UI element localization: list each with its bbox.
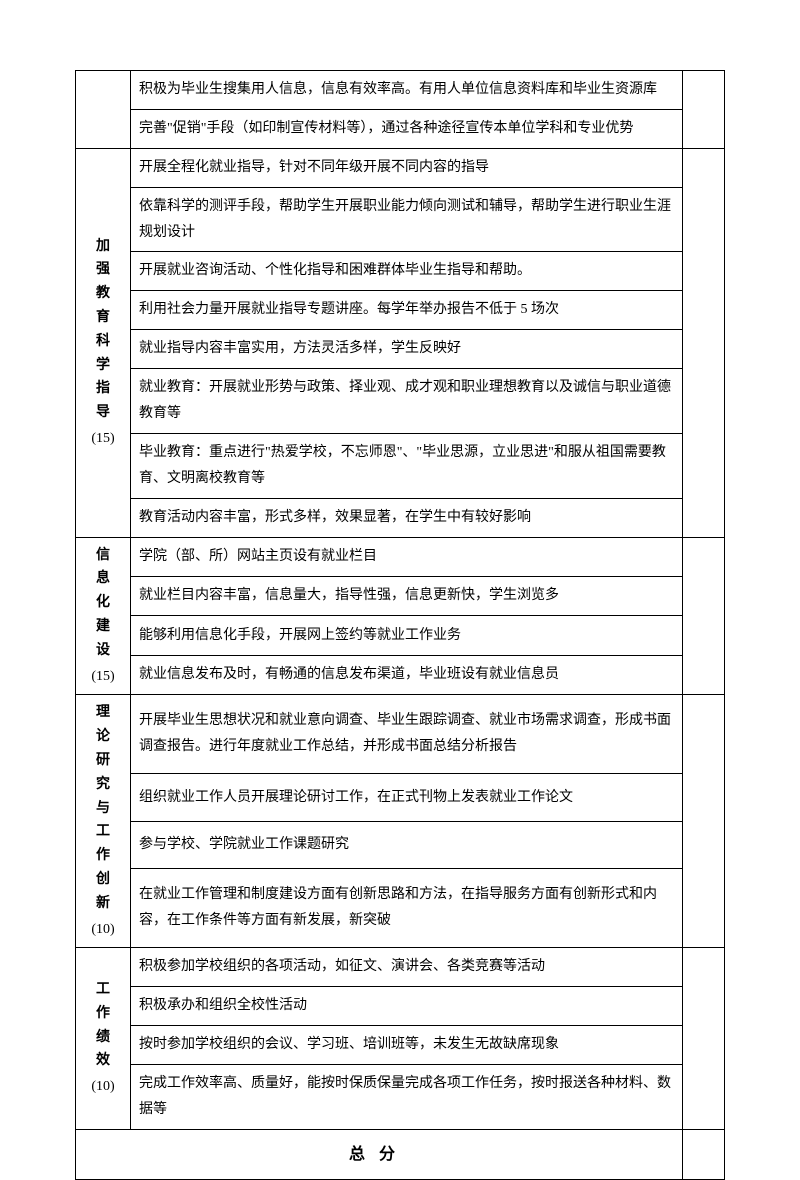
table-row: 完善"促销"手段（如印制宣传材料等），通过各种途径宣传本单位学科和专业优势 (76, 109, 725, 148)
total-score-cell (683, 1129, 725, 1180)
table-row: 依靠科学的测评手段，帮助学生开展职业能力倾向测试和辅导，帮助学生进行职业生涯规划… (76, 187, 725, 252)
content-cell: 就业教育：开展就业形势与政策、择业观、成才观和职业理想教育以及诚信与职业道德教育… (131, 369, 683, 434)
table-row: 就业栏目内容丰富，信息量大，指导性强，信息更新快，学生浏览多 (76, 577, 725, 616)
score-cell (683, 537, 725, 695)
category-label: 加 强 教 育 科 学 指 导 (15) (80, 235, 126, 451)
content-cell: 参与学校、学院就业工作课题研究 (131, 821, 683, 868)
content-cell: 开展就业咨询活动、个性化指导和困难群体毕业生指导和帮助。 (131, 252, 683, 291)
content-cell: 组织就业工作人员开展理论研讨工作，在正式刊物上发表就业工作论文 (131, 774, 683, 821)
table-row: 开展就业咨询活动、个性化指导和困难群体毕业生指导和帮助。 (76, 252, 725, 291)
table-row: 就业教育：开展就业形势与政策、择业观、成才观和职业理想教育以及诚信与职业道德教育… (76, 369, 725, 434)
table-row: 教育活动内容丰富，形式多样，效果显著，在学生中有较好影响 (76, 498, 725, 537)
content-cell: 就业信息发布及时，有畅通的信息发布渠道，毕业班设有就业信息员 (131, 655, 683, 694)
category-label: 工 作 绩 效 (10) (80, 978, 126, 1099)
content-cell: 积极承办和组织全校性活动 (131, 987, 683, 1026)
table-row: 按时参加学校组织的会议、学习班、培训班等，未发生无故缺席现象 (76, 1026, 725, 1065)
content-cell: 就业指导内容丰富实用，方法灵活多样，学生反映好 (131, 330, 683, 369)
table-row: 信 息 化 建 设 (15) 学院（部、所）网站主页设有就业栏目 (76, 537, 725, 576)
category-label: 信 息 化 建 设 (15) (80, 544, 126, 689)
content-cell: 积极参加学校组织的各项活动，如征文、演讲会、各类竞赛等活动 (131, 948, 683, 987)
table-row: 就业信息发布及时，有畅通的信息发布渠道，毕业班设有就业信息员 (76, 655, 725, 694)
category-cell-education: 加 强 教 育 科 学 指 导 (15) (76, 148, 131, 537)
table-row: 积极为毕业生搜集用人信息，信息有效率高。有用人单位信息资料库和毕业生资源库 (76, 71, 725, 110)
content-cell: 积极为毕业生搜集用人信息，信息有效率高。有用人单位信息资料库和毕业生资源库 (131, 71, 683, 110)
table-row: 就业指导内容丰富实用，方法灵活多样，学生反映好 (76, 330, 725, 369)
table-row: 利用社会力量开展就业指导专题讲座。每学年举办报告不低于 5 场次 (76, 291, 725, 330)
content-cell: 就业栏目内容丰富，信息量大，指导性强，信息更新快，学生浏览多 (131, 577, 683, 616)
category-cell-performance: 工 作 绩 效 (10) (76, 948, 131, 1129)
content-cell: 完成工作效率高、质量好，能按时保质保量完成各项工作任务，按时报送各种材料、数据等 (131, 1065, 683, 1130)
total-label: 总分 (76, 1129, 683, 1180)
table-row: 加 强 教 育 科 学 指 导 (15) 开展全程化就业指导，针对不同年级开展不… (76, 148, 725, 187)
score-cell (683, 948, 725, 1129)
table-row: 能够利用信息化手段，开展网上签约等就业工作业务 (76, 616, 725, 655)
category-cell-info: 信 息 化 建 设 (15) (76, 537, 131, 695)
content-cell: 开展全程化就业指导，针对不同年级开展不同内容的指导 (131, 148, 683, 187)
score-cell (683, 148, 725, 537)
score-cell (683, 695, 725, 948)
table-row: 理 论 研 究 与 工 作 创 新 (10) 开展毕业生思想状况和就业意向调查、… (76, 695, 725, 774)
table-row: 完成工作效率高、质量好，能按时保质保量完成各项工作任务，按时报送各种材料、数据等 (76, 1065, 725, 1130)
table-row: 工 作 绩 效 (10) 积极参加学校组织的各项活动，如征文、演讲会、各类竞赛等… (76, 948, 725, 987)
content-cell: 利用社会力量开展就业指导专题讲座。每学年举办报告不低于 5 场次 (131, 291, 683, 330)
content-cell: 开展毕业生思想状况和就业意向调查、毕业生跟踪调查、就业市场需求调查，形成书面调查… (131, 695, 683, 774)
content-cell: 能够利用信息化手段，开展网上签约等就业工作业务 (131, 616, 683, 655)
table-row: 在就业工作管理和制度建设方面有创新思路和方法，在指导服务方面有创新形式和内容，在… (76, 869, 725, 948)
content-cell: 在就业工作管理和制度建设方面有创新思路和方法，在指导服务方面有创新形式和内容，在… (131, 869, 683, 948)
score-cell (683, 71, 725, 149)
category-cell-research: 理 论 研 究 与 工 作 创 新 (10) (76, 695, 131, 948)
total-row: 总分 (76, 1129, 725, 1180)
table-row: 积极承办和组织全校性活动 (76, 987, 725, 1026)
table-row: 毕业教育：重点进行"热爱学校，不忘师恩"、"毕业思源，立业思进"和服从祖国需要教… (76, 433, 725, 498)
evaluation-table: 积极为毕业生搜集用人信息，信息有效率高。有用人单位信息资料库和毕业生资源库 完善… (75, 70, 725, 1180)
content-cell: 按时参加学校组织的会议、学习班、培训班等，未发生无故缺席现象 (131, 1026, 683, 1065)
table-row: 组织就业工作人员开展理论研讨工作，在正式刊物上发表就业工作论文 (76, 774, 725, 821)
table-row: 参与学校、学院就业工作课题研究 (76, 821, 725, 868)
content-cell: 完善"促销"手段（如印制宣传材料等），通过各种途径宣传本单位学科和专业优势 (131, 109, 683, 148)
content-cell: 毕业教育：重点进行"热爱学校，不忘师恩"、"毕业思源，立业思进"和服从祖国需要教… (131, 433, 683, 498)
category-cell-empty (76, 71, 131, 149)
content-cell: 教育活动内容丰富，形式多样，效果显著，在学生中有较好影响 (131, 498, 683, 537)
content-cell: 学院（部、所）网站主页设有就业栏目 (131, 537, 683, 576)
content-cell: 依靠科学的测评手段，帮助学生开展职业能力倾向测试和辅导，帮助学生进行职业生涯规划… (131, 187, 683, 252)
category-label: 理 论 研 究 与 工 作 创 新 (10) (80, 701, 126, 941)
